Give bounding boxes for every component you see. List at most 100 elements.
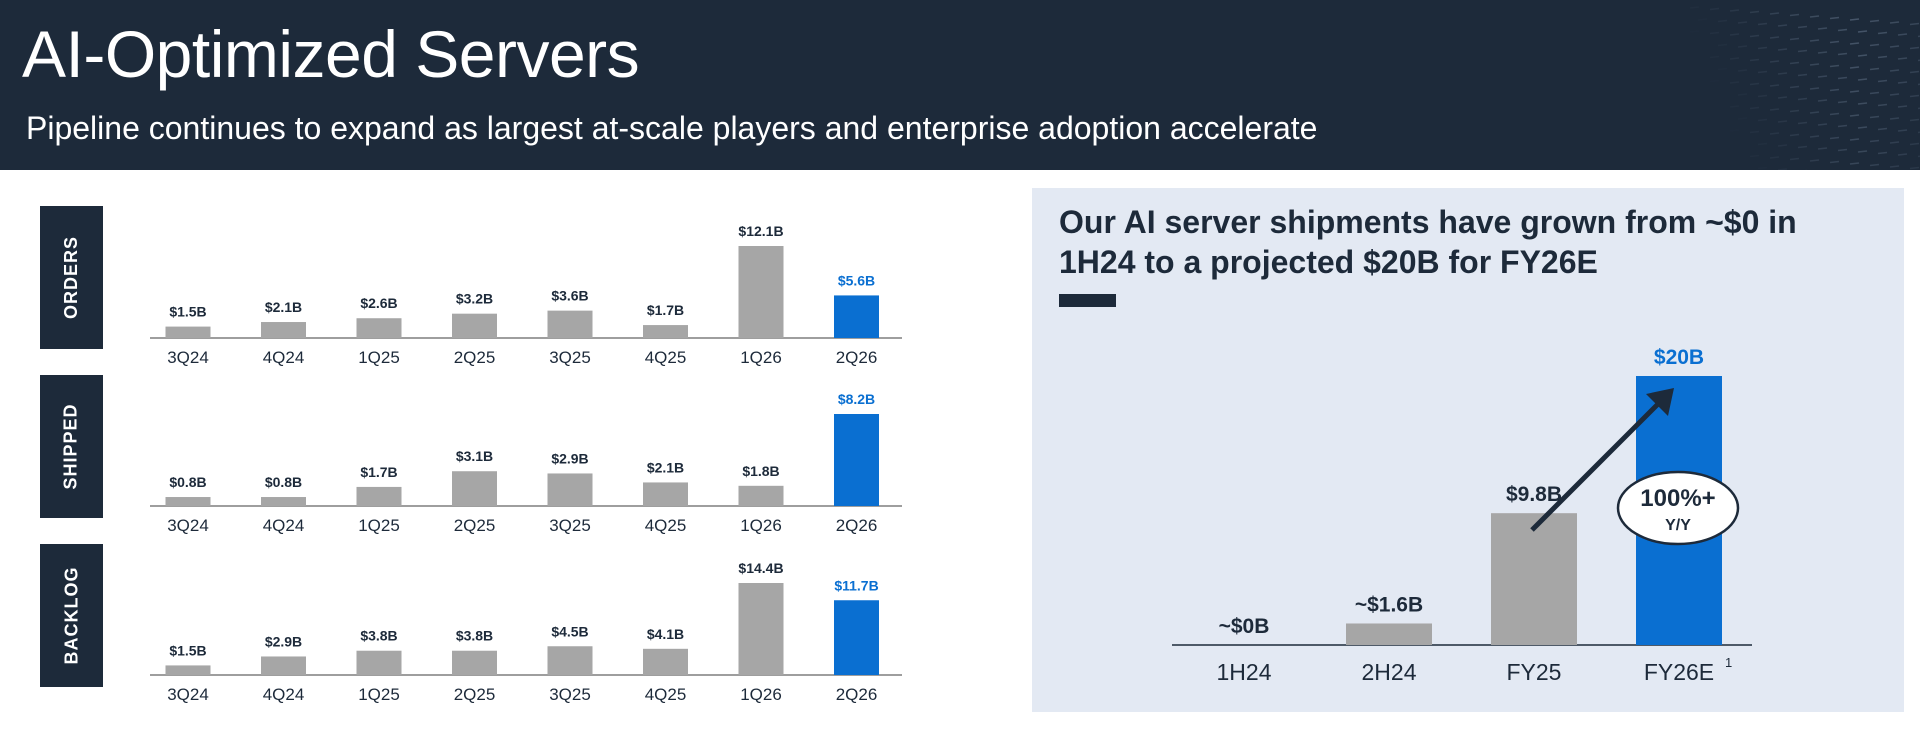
main-bar-fy25: [1491, 513, 1577, 645]
shipped-tick-label: 4Q24: [263, 516, 305, 535]
decorative-dash: [1837, 148, 1848, 152]
decorative-dash: [1829, 160, 1840, 164]
growth-callout-subtext: Y/Y: [1665, 517, 1691, 534]
orders-value-label: $12.1B: [738, 223, 783, 239]
decorative-dash: [1809, 111, 1820, 114]
backlog-value-label: $4.1B: [647, 626, 684, 642]
decorative-dash: [1869, 115, 1880, 119]
shipped-bar-4q24: [261, 497, 306, 506]
shipped-tick-label: 1Q26: [740, 516, 782, 535]
main-value-label: ~$0B: [1219, 615, 1270, 638]
orders-label: ORDERS: [40, 206, 103, 349]
decorative-dash: [1757, 142, 1768, 146]
backlog-tick-label: 4Q25: [645, 685, 687, 704]
decorative-dash: [1837, 124, 1848, 128]
ai-shipments-panel: Our AI server shipments have grown from …: [1032, 188, 1904, 712]
decorative-dash: [1777, 168, 1788, 170]
decorative-dash: [1889, 93, 1900, 96]
main-value-label: ~$1.6B: [1355, 593, 1423, 616]
orders-bar-2q26: [834, 295, 879, 338]
backlog-bar-1q26: [738, 583, 784, 675]
orders-tick-label: 1Q25: [358, 348, 400, 367]
shipped-tick-label: 2Q26: [836, 516, 878, 535]
growth-arrow-line: [1530, 398, 1664, 532]
backlog-chart: $1.5B 3Q24 $2.9B 4Q24 $3.8B 1Q25 $3.8B 2Q25 $4.5…: [150, 560, 902, 704]
decorative-dash: [1769, 132, 1780, 135]
orders-bar-4q24: [261, 322, 306, 338]
decorative-dash: [1849, 90, 1860, 93]
decorative-dash: [1717, 19, 1728, 23]
decorative-dash: [1817, 99, 1828, 102]
orders-tick-label: 3Q24: [167, 348, 209, 367]
panel-heading: Our AI server shipments have grown from …: [1059, 204, 1797, 280]
decorative-dash-pattern: [1698, 7, 1920, 170]
decorative-dash: [1869, 43, 1880, 47]
decorative-dash: [1737, 93, 1748, 96]
decorative-dash: [1758, 168, 1767, 169]
backlog-tick-label: 2Q26: [836, 685, 878, 704]
orders-value-label: $3.6B: [551, 288, 588, 304]
backlog-label: BACKLOG: [40, 544, 103, 687]
decorative-dash: [1729, 57, 1740, 60]
footnote-marker: 1: [1725, 655, 1732, 670]
backlog-bar-2q25: [452, 650, 497, 675]
decorative-dash: [1749, 106, 1760, 110]
decorative-dash: [1897, 57, 1908, 60]
decorative-dash: [1817, 147, 1828, 150]
header: AI-Optimized Servers Pipeline continues …: [0, 0, 1920, 170]
shipped-tick-label: 3Q25: [549, 516, 591, 535]
orders-tick-label: 4Q24: [263, 348, 305, 367]
decorative-dash: [1909, 142, 1920, 146]
orders-bar-3q24: [165, 326, 211, 338]
decorative-dash: [1777, 72, 1788, 75]
decorative-dash: [1809, 135, 1820, 138]
orders-tick-label: 2Q26: [836, 348, 878, 367]
decorative-dash: [1777, 144, 1788, 147]
orders-tick-label: 4Q25: [645, 348, 687, 367]
main-value-label: $9.8B: [1506, 483, 1562, 506]
decorative-dash: [1737, 21, 1748, 24]
orders-tick-label: 1Q26: [740, 348, 782, 367]
decorative-dash: [1777, 96, 1788, 99]
shipped-value-label: $1.7B: [360, 464, 397, 480]
decorative-dash: [1857, 54, 1868, 57]
backlog-bar-3q25: [547, 646, 593, 675]
decorative-dash: [1757, 46, 1768, 50]
decorative-dash: [1769, 12, 1780, 15]
decorative-dash: [1837, 52, 1848, 56]
decorative-dash: [1897, 81, 1908, 84]
decorative-dash: [1809, 39, 1820, 42]
decorative-dash: [1857, 30, 1868, 33]
decorative-dash: [1909, 94, 1920, 98]
decorative-dash: [1829, 88, 1840, 92]
decorative-dash: [1789, 13, 1800, 17]
page-title: AI-Optimized Servers: [22, 17, 640, 91]
decorative-dash: [1857, 78, 1868, 81]
decorative-dash: [1837, 76, 1848, 80]
orders-value-label: $5.6B: [838, 272, 875, 288]
decorative-dash: [1797, 121, 1808, 125]
decorative-dash: [1909, 70, 1920, 74]
page-subtitle: Pipeline continues to expand as largest …: [26, 110, 1318, 146]
decorative-dash: [1849, 162, 1860, 165]
decorative-dash: [1729, 9, 1740, 12]
decorative-dash: [1897, 33, 1908, 36]
ai-shipments-chart: ~$0B 1H24 ~$1.6B 2H24 $9.8B FY25 $20B FY26E 1 100…: [1172, 346, 1752, 685]
decorative-dash: [1797, 25, 1808, 29]
shipped-bar-3q24: [165, 497, 211, 506]
heading-accent-bar: [1059, 294, 1116, 307]
shipped-bar-4q25: [643, 482, 688, 506]
decorative-dash: [1897, 153, 1908, 156]
decorative-dash: [1789, 61, 1800, 65]
decorative-dash: [1698, 19, 1707, 20]
shipped-bar-2q26: [834, 414, 879, 506]
decorative-dash: [1717, 43, 1728, 47]
shipped-tick-label: 3Q24: [167, 516, 209, 535]
decorative-dash: [1789, 109, 1800, 113]
decorative-dash: [1718, 69, 1727, 70]
main-value-label: $20B: [1654, 346, 1704, 369]
decorative-dash: [1849, 66, 1860, 69]
backlog-bar-1q25: [356, 650, 402, 675]
decorative-dash: [1817, 51, 1828, 54]
shipped-tick-label: 4Q25: [645, 516, 687, 535]
